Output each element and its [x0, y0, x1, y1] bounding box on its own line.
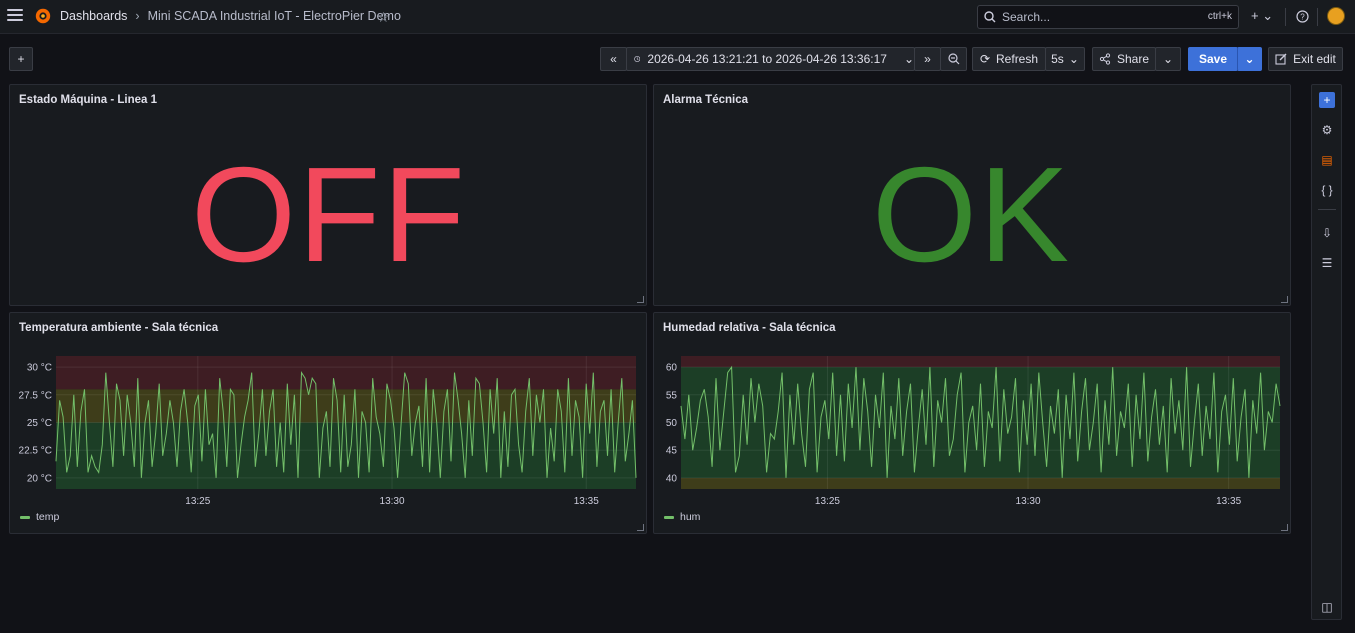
- search-icon: [984, 11, 996, 23]
- save-dropdown-button[interactable]: ⌄: [1237, 47, 1262, 71]
- add-menu-icon[interactable]: + ⌄: [1251, 8, 1274, 23]
- panel-temperature[interactable]: Temperatura ambiente - Sala técnica 20 °…: [9, 312, 647, 534]
- share-button[interactable]: Share: [1092, 47, 1156, 71]
- outline-list-icon[interactable]: ☰: [1321, 256, 1333, 270]
- threshold-band: [56, 356, 636, 390]
- series-line-hum: [680, 365, 1281, 478]
- y-tick-label: 50: [666, 418, 678, 429]
- dock-panel-icon[interactable]: ◫: [1321, 600, 1333, 614]
- zoom-out-button[interactable]: [940, 47, 967, 71]
- resize-handle[interactable]: [1281, 296, 1288, 303]
- panel-alarm[interactable]: Alarma Técnica OK: [653, 84, 1291, 306]
- user-avatar[interactable]: [1327, 7, 1345, 25]
- legend[interactable]: temp: [20, 511, 59, 523]
- threshold-band: [681, 477, 1280, 489]
- panel-title: Humedad relativa - Sala técnica: [663, 322, 836, 334]
- x-tick-label: 13:30: [380, 496, 405, 507]
- save-label: Save: [1198, 52, 1228, 66]
- menu-icon[interactable]: [7, 9, 23, 23]
- time-range-label: 2026-04-26 13:21:21 to 2026-04-26 13:36:…: [647, 52, 887, 66]
- edit-side-rail: + ⚙ ▤ { } ⇩ ☰ ◫: [1311, 84, 1342, 620]
- save-button[interactable]: Save: [1188, 47, 1238, 71]
- breadcrumb: Dashboards › Mini SCADA Industrial IoT -…: [60, 9, 401, 23]
- x-tick-label: 13:35: [574, 496, 599, 507]
- breadcrumb-current[interactable]: Mini SCADA Industrial IoT - ElectroPier …: [147, 9, 401, 23]
- import-icon[interactable]: ⇩: [1321, 226, 1333, 240]
- y-tick-label: 40: [666, 473, 678, 484]
- y-tick-label: 55: [666, 390, 678, 401]
- legend-swatch: [20, 515, 30, 519]
- search-shortcut: ctrl+k: [1207, 11, 1232, 22]
- shift-forward-button[interactable]: »: [914, 47, 941, 71]
- code-braces-icon[interactable]: { }: [1321, 183, 1333, 197]
- legend-swatch: [664, 515, 674, 519]
- resize-handle[interactable]: [637, 296, 644, 303]
- shift-back-button[interactable]: «: [600, 47, 627, 71]
- refresh-interval-value: 5s: [1051, 52, 1064, 66]
- stat-value: OK: [872, 139, 1072, 290]
- refresh-label: Refresh: [996, 52, 1039, 66]
- chevron-down-icon: ⌄: [903, 52, 914, 66]
- refresh-button[interactable]: ⟳ Refresh: [972, 47, 1046, 71]
- clock-icon: [634, 56, 641, 62]
- refresh-interval-select[interactable]: 5s ⌄: [1045, 47, 1085, 71]
- help-icon[interactable]: ?: [1296, 10, 1309, 23]
- search-box[interactable]: ctrl+k: [977, 5, 1239, 29]
- exit-edit-label: Exit edit: [1293, 52, 1336, 66]
- x-tick-label: 13:25: [815, 496, 840, 507]
- chevron-down-icon: ⌄: [1162, 52, 1174, 66]
- y-tick-label: 22.5 °C: [19, 446, 52, 457]
- gear-icon[interactable]: ⚙: [1321, 123, 1333, 137]
- y-tick-label: 20 °C: [27, 473, 52, 484]
- resize-handle[interactable]: [1281, 524, 1288, 531]
- zoom-out-icon: [947, 53, 959, 65]
- time-range-picker[interactable]: 2026-04-26 13:21:21 to 2026-04-26 13:36:…: [626, 47, 915, 71]
- x-tick-label: 13:25: [185, 496, 210, 507]
- legend[interactable]: hum: [664, 511, 700, 523]
- chevron-down-icon: ⌄: [1068, 52, 1079, 66]
- star-icon[interactable]: ☆: [377, 9, 390, 25]
- x-tick-label: 13:35: [1216, 496, 1241, 507]
- exit-edit-button[interactable]: Exit edit: [1268, 47, 1343, 71]
- y-tick-label: 25 °C: [27, 418, 52, 429]
- refresh-icon: ⟳: [979, 52, 991, 66]
- y-tick-label: 27.5 °C: [19, 390, 52, 401]
- series-line-temp: [55, 370, 637, 478]
- resize-handle[interactable]: [637, 524, 644, 531]
- svg-text:?: ?: [1300, 13, 1305, 22]
- legend-label: hum: [680, 511, 701, 523]
- breadcrumb-dashboards[interactable]: Dashboards: [60, 9, 128, 23]
- edit-icon: [1275, 53, 1287, 65]
- search-input[interactable]: [1002, 10, 1192, 24]
- temperature-chart[interactable]: 20 °C 22.5 °C 25 °C 27.5 °C 30 °C 13:25 13:30 1…: [10, 349, 646, 509]
- chevron-down-icon: ⌄: [1244, 52, 1255, 66]
- panel-humidity[interactable]: Humedad relativa - Sala técnica 40 45 50 55…: [653, 312, 1291, 534]
- x-tick-label: 13:30: [1016, 496, 1041, 507]
- panel-title: Estado Máquina - Linea 1: [19, 94, 158, 106]
- y-tick-label: 60: [666, 363, 678, 374]
- top-bar: Dashboards › Mini SCADA Industrial IoT -…: [0, 0, 1355, 34]
- share-label: Share: [1116, 52, 1150, 66]
- add-icon[interactable]: +: [1319, 92, 1335, 108]
- legend-label: temp: [36, 511, 60, 523]
- panel-machine-state[interactable]: Estado Máquina - Linea 1 OFF: [9, 84, 647, 306]
- threshold-band: [56, 389, 636, 423]
- comment-icon[interactable]: ▤: [1321, 153, 1333, 167]
- grafana-logo-icon[interactable]: [34, 7, 52, 25]
- stat-value: OFF: [191, 139, 467, 290]
- chevron-right-icon: ›: [135, 9, 140, 23]
- share-icon: [1099, 53, 1111, 65]
- share-dropdown-button[interactable]: ⌄: [1155, 47, 1181, 71]
- panel-title: Alarma Técnica: [663, 94, 749, 106]
- y-tick-label: 30 °C: [27, 363, 52, 374]
- humidity-chart[interactable]: 40 45 50 55 60 13:25 13:30 13:35: [654, 349, 1290, 509]
- add-panel-button[interactable]: +: [9, 47, 33, 71]
- y-tick-label: 45: [666, 446, 678, 457]
- panel-title: Temperatura ambiente - Sala técnica: [19, 322, 219, 334]
- threshold-band: [681, 356, 1280, 368]
